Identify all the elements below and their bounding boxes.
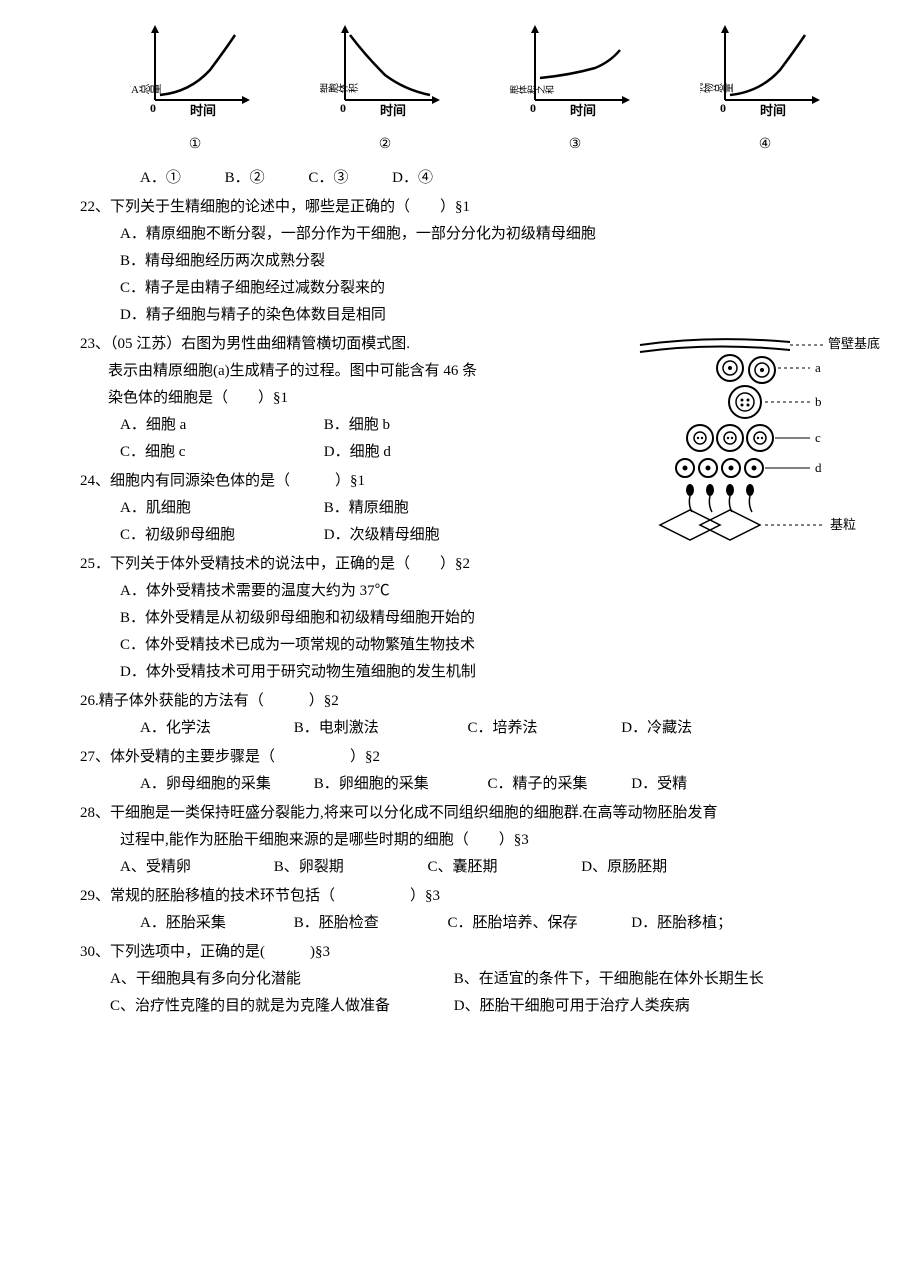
q25-opt-c: C．体外受精技术已成为一项常规的动物繁殖生物技术	[80, 632, 860, 659]
svg-text:时间: 时间	[760, 103, 786, 118]
chart-4: 有机物总量 0 时间 ④	[695, 20, 835, 157]
svg-text:时间: 时间	[570, 103, 596, 118]
q24-text: 24、细胞内有同源染色体的是（ ）§1	[80, 468, 860, 495]
q22-opt-a: A．精原细胞不断分裂，一部分作为干细胞，一部分分化为初级精母细胞	[80, 221, 860, 248]
svg-text:0: 0	[340, 101, 346, 115]
q22-opt-b: B．精母细胞经历两次成熟分裂	[80, 248, 860, 275]
q29-opt-c: C．胚胎培养、保存	[448, 910, 628, 937]
q30-opt-a: A、干细胞具有多向分化潜能	[110, 966, 450, 993]
q25: 25．下列关于体外受精技术的说法中，正确的是（ ）§2 A．体外受精技术需要的温…	[80, 551, 860, 686]
q30-opt-c: C、治疗性克隆的目的就是为克隆人做准备	[110, 993, 450, 1020]
q26-opt-a: A．化学法	[140, 715, 290, 742]
q21-opt-b: B．②	[225, 170, 265, 186]
q28-opt-a: A、受精卵	[120, 854, 270, 881]
q24-opt-d: D．次级精母细胞	[324, 522, 524, 549]
q28-opt-b: B、卵裂期	[274, 854, 424, 881]
chart-3: 所有细胞体积之和 0 时间 ③	[505, 20, 645, 157]
q24-opt-a: A．肌细胞	[120, 495, 320, 522]
content: DNA总量 0 时间 ① 每个细胞体积 0 时间 ②	[80, 20, 860, 1020]
q23-opt-a: A．细胞 a	[120, 412, 320, 439]
q26-opt-c: C．培养法	[468, 715, 618, 742]
q28-opt-c: C、囊胚期	[428, 854, 578, 881]
q22-opt-d: D．精子细胞与精子的染色体数目是相同	[80, 302, 860, 329]
q27-opt-a: A．卵母细胞的采集	[140, 771, 310, 798]
q30-text: 30、下列选项中，正确的是( )§3	[80, 939, 860, 966]
q24-opt-b: B．精原细胞	[324, 495, 524, 522]
q23-opt-b: B．细胞 b	[324, 412, 524, 439]
q25-opt-a: A．体外受精技术需要的温度大约为 37℃	[80, 578, 860, 605]
q24-opt-c: C．初级卵母细胞	[120, 522, 320, 549]
svg-text:每个细胞体积: 每个细胞体积	[320, 84, 359, 96]
svg-text:0: 0	[720, 101, 726, 115]
q24: 24、细胞内有同源染色体的是（ ）§1 A．肌细胞 B．精原细胞 C．初级卵母细…	[80, 468, 860, 549]
q29-opt-b: B．胚胎检查	[294, 910, 444, 937]
q30-opt-b: B、在适宜的条件下，干细胞能在体外长期生长	[454, 966, 764, 993]
q23-opt-c: C．细胞 c	[120, 439, 320, 466]
q30-opt-d: D、胚胎干细胞可用于治疗人类疾病	[454, 993, 690, 1020]
q21-opt-c: C．③	[308, 170, 348, 186]
chart-2: 每个细胞体积 0 时间 ②	[315, 20, 455, 157]
q30: 30、下列选项中，正确的是( )§3 A、干细胞具有多向分化潜能 B、在适宜的条…	[80, 939, 860, 1020]
charts-row: DNA总量 0 时间 ① 每个细胞体积 0 时间 ②	[80, 20, 860, 157]
q27-opt-b: B．卵细胞的采集	[314, 771, 484, 798]
q21-opt-d: D．④	[392, 170, 433, 186]
q29-text: 29、常规的胚胎移植的技术环节包括（ ）§3	[80, 883, 860, 910]
chart-number-2: ②	[315, 132, 455, 157]
q26-opt-d: D．冷藏法	[621, 715, 692, 742]
q27: 27、体外受精的主要步骤是（ ）§2 A．卵母细胞的采集 B．卵细胞的采集 C．…	[80, 744, 860, 798]
q25-opt-d: D．体外受精技术可用于研究动物生殖细胞的发生机制	[80, 659, 860, 686]
svg-text:0: 0	[150, 101, 156, 115]
q25-text: 25．下列关于体外受精技术的说法中，正确的是（ ）§2	[80, 551, 860, 578]
q23-text1: 23、（05 江苏）右图为男性曲细精管横切面模式图.	[80, 331, 860, 358]
q26: 26.精子体外获能的方法有（ ）§2 A．化学法 B．电刺激法 C．培养法 D．…	[80, 688, 860, 742]
q29: 29、常规的胚胎移植的技术环节包括（ ）§3 A．胚胎采集 B．胚胎检查 C．胚…	[80, 883, 860, 937]
q23-opt-d: D．细胞 d	[324, 439, 524, 466]
q29-opt-a: A．胚胎采集	[140, 910, 290, 937]
q27-opt-d: D．受精	[631, 771, 687, 798]
q28-text1: 28、干细胞是一类保持旺盛分裂能力,将来可以分化成不同组织细胞的细胞群.在高等动…	[80, 800, 860, 827]
q23-text2: 表示由精原细胞(a)生成精子的过程。图中可能含有 46 条	[80, 358, 860, 385]
q21-options: A．① B．② C．③ D．④	[80, 165, 860, 192]
chart-number-1: ①	[125, 132, 265, 157]
q22-opt-c: C．精子是由精子细胞经过减数分裂来的	[80, 275, 860, 302]
q25-opt-b: B．体外受精是从初级卵母细胞和初级精母细胞开始的	[80, 605, 860, 632]
q27-text: 27、体外受精的主要步骤是（ ）§2	[80, 744, 860, 771]
xlabel-1: 时间	[190, 103, 216, 118]
q22-text: 22、下列关于生精细胞的论述中，哪些是正确的（ ）§1	[80, 194, 860, 221]
q26-opt-b: B．电刺激法	[294, 715, 464, 742]
q23-text3: 染色体的细胞是（ ）§1	[80, 385, 860, 412]
q28-opt-d: D、原肠胚期	[581, 854, 667, 881]
q21-opt-a: A．①	[140, 170, 181, 186]
svg-text:所有细胞体积之和: 所有细胞体积之和	[510, 85, 555, 95]
svg-text:时间: 时间	[380, 103, 406, 118]
chart-number-4: ④	[695, 132, 835, 157]
q27-opt-c: C．精子的采集	[488, 771, 628, 798]
q23: 23、（05 江苏）右图为男性曲细精管横切面模式图. 表示由精原细胞(a)生成精…	[80, 331, 860, 466]
q29-opt-d: D．胚胎移植；	[631, 910, 732, 937]
svg-text:0: 0	[530, 101, 536, 115]
svg-text:有机物总量: 有机物总量	[700, 84, 733, 96]
chart-number-3: ③	[505, 132, 645, 157]
q28: 28、干细胞是一类保持旺盛分裂能力,将来可以分化成不同组织细胞的细胞群.在高等动…	[80, 800, 860, 881]
chart-1: DNA总量 0 时间 ①	[125, 20, 265, 157]
q26-text: 26.精子体外获能的方法有（ ）§2	[80, 688, 860, 715]
q22: 22、下列关于生精细胞的论述中，哪些是正确的（ ）§1 A．精原细胞不断分裂，一…	[80, 194, 860, 329]
q28-text2: 过程中,能作为胚胎干细胞来源的是哪些时期的细胞（ ）§3	[80, 827, 860, 854]
ylabel-1: DNA总量	[130, 84, 161, 97]
